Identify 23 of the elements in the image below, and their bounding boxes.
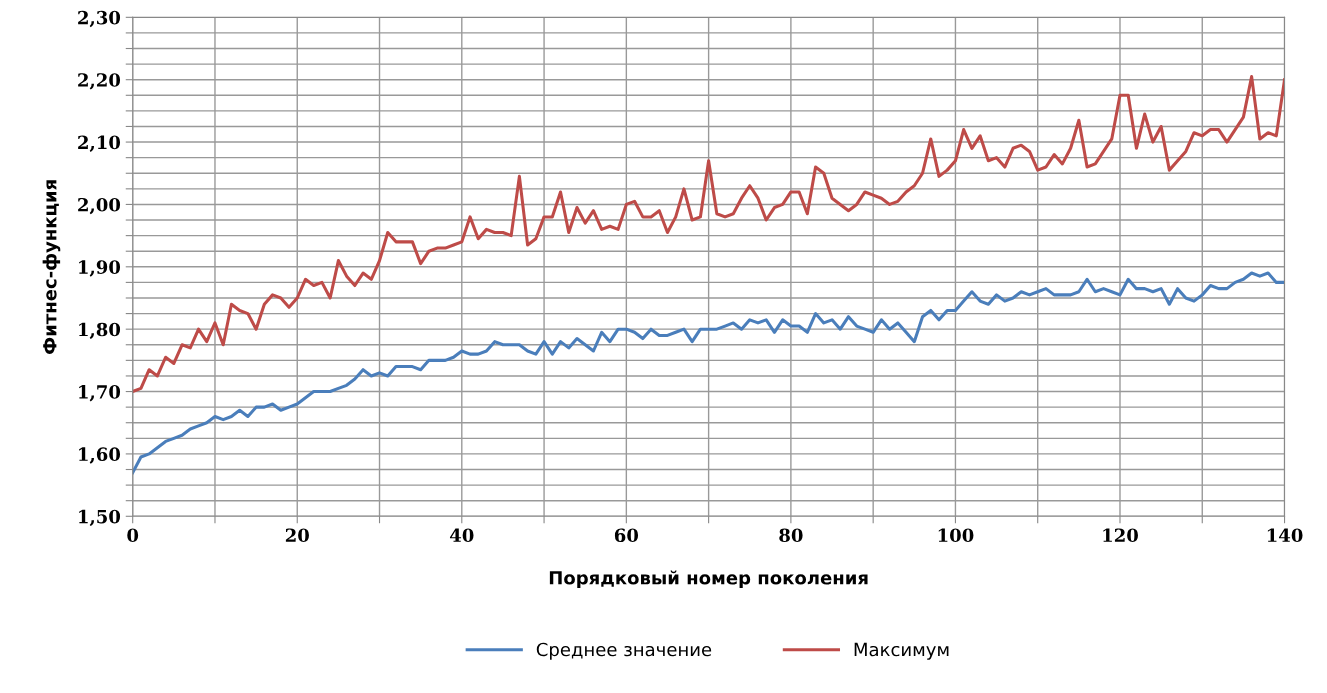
y-tick-label: 1,50: [79, 509, 121, 527]
x-tick-label: 120: [1103, 528, 1138, 543]
x-tick-label: 100: [938, 528, 974, 543]
x-tick-label: 0: [127, 528, 139, 543]
y-tick-label: 1,60: [79, 447, 121, 464]
x-axis-title: Порядковый номер поколения: [549, 570, 868, 589]
line-series: [132, 271, 1285, 475]
y-tick-label: 1,80: [79, 322, 121, 340]
x-tick-label: 140: [1267, 528, 1303, 543]
x-tick-label: 20: [285, 528, 309, 543]
legend-label: Максимум: [854, 642, 949, 660]
y-tick-label: 2,20: [78, 73, 121, 90]
x-tick-label: 40: [449, 528, 474, 543]
legend-label: Среднее значение: [536, 642, 712, 660]
y-tick-label: 2,00: [78, 197, 121, 215]
y-tick-label: 1,70: [79, 385, 121, 402]
y-tick-label: 1,90: [79, 260, 121, 277]
y-axis-title: Фитнес-функция: [42, 180, 61, 354]
y-tick-label: 2,10: [78, 135, 121, 152]
x-tick-label: 60: [614, 528, 639, 543]
y-tick-label: 2,30: [78, 10, 121, 28]
line-series: [132, 75, 1285, 394]
x-tick-label: 80: [779, 528, 803, 543]
